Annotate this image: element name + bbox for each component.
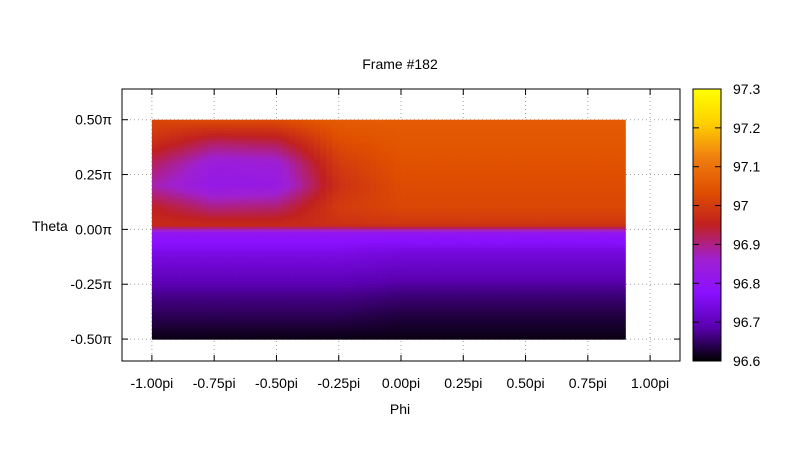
chart-title: Frame #182 [362,56,438,72]
heatmap-cells [152,120,626,340]
